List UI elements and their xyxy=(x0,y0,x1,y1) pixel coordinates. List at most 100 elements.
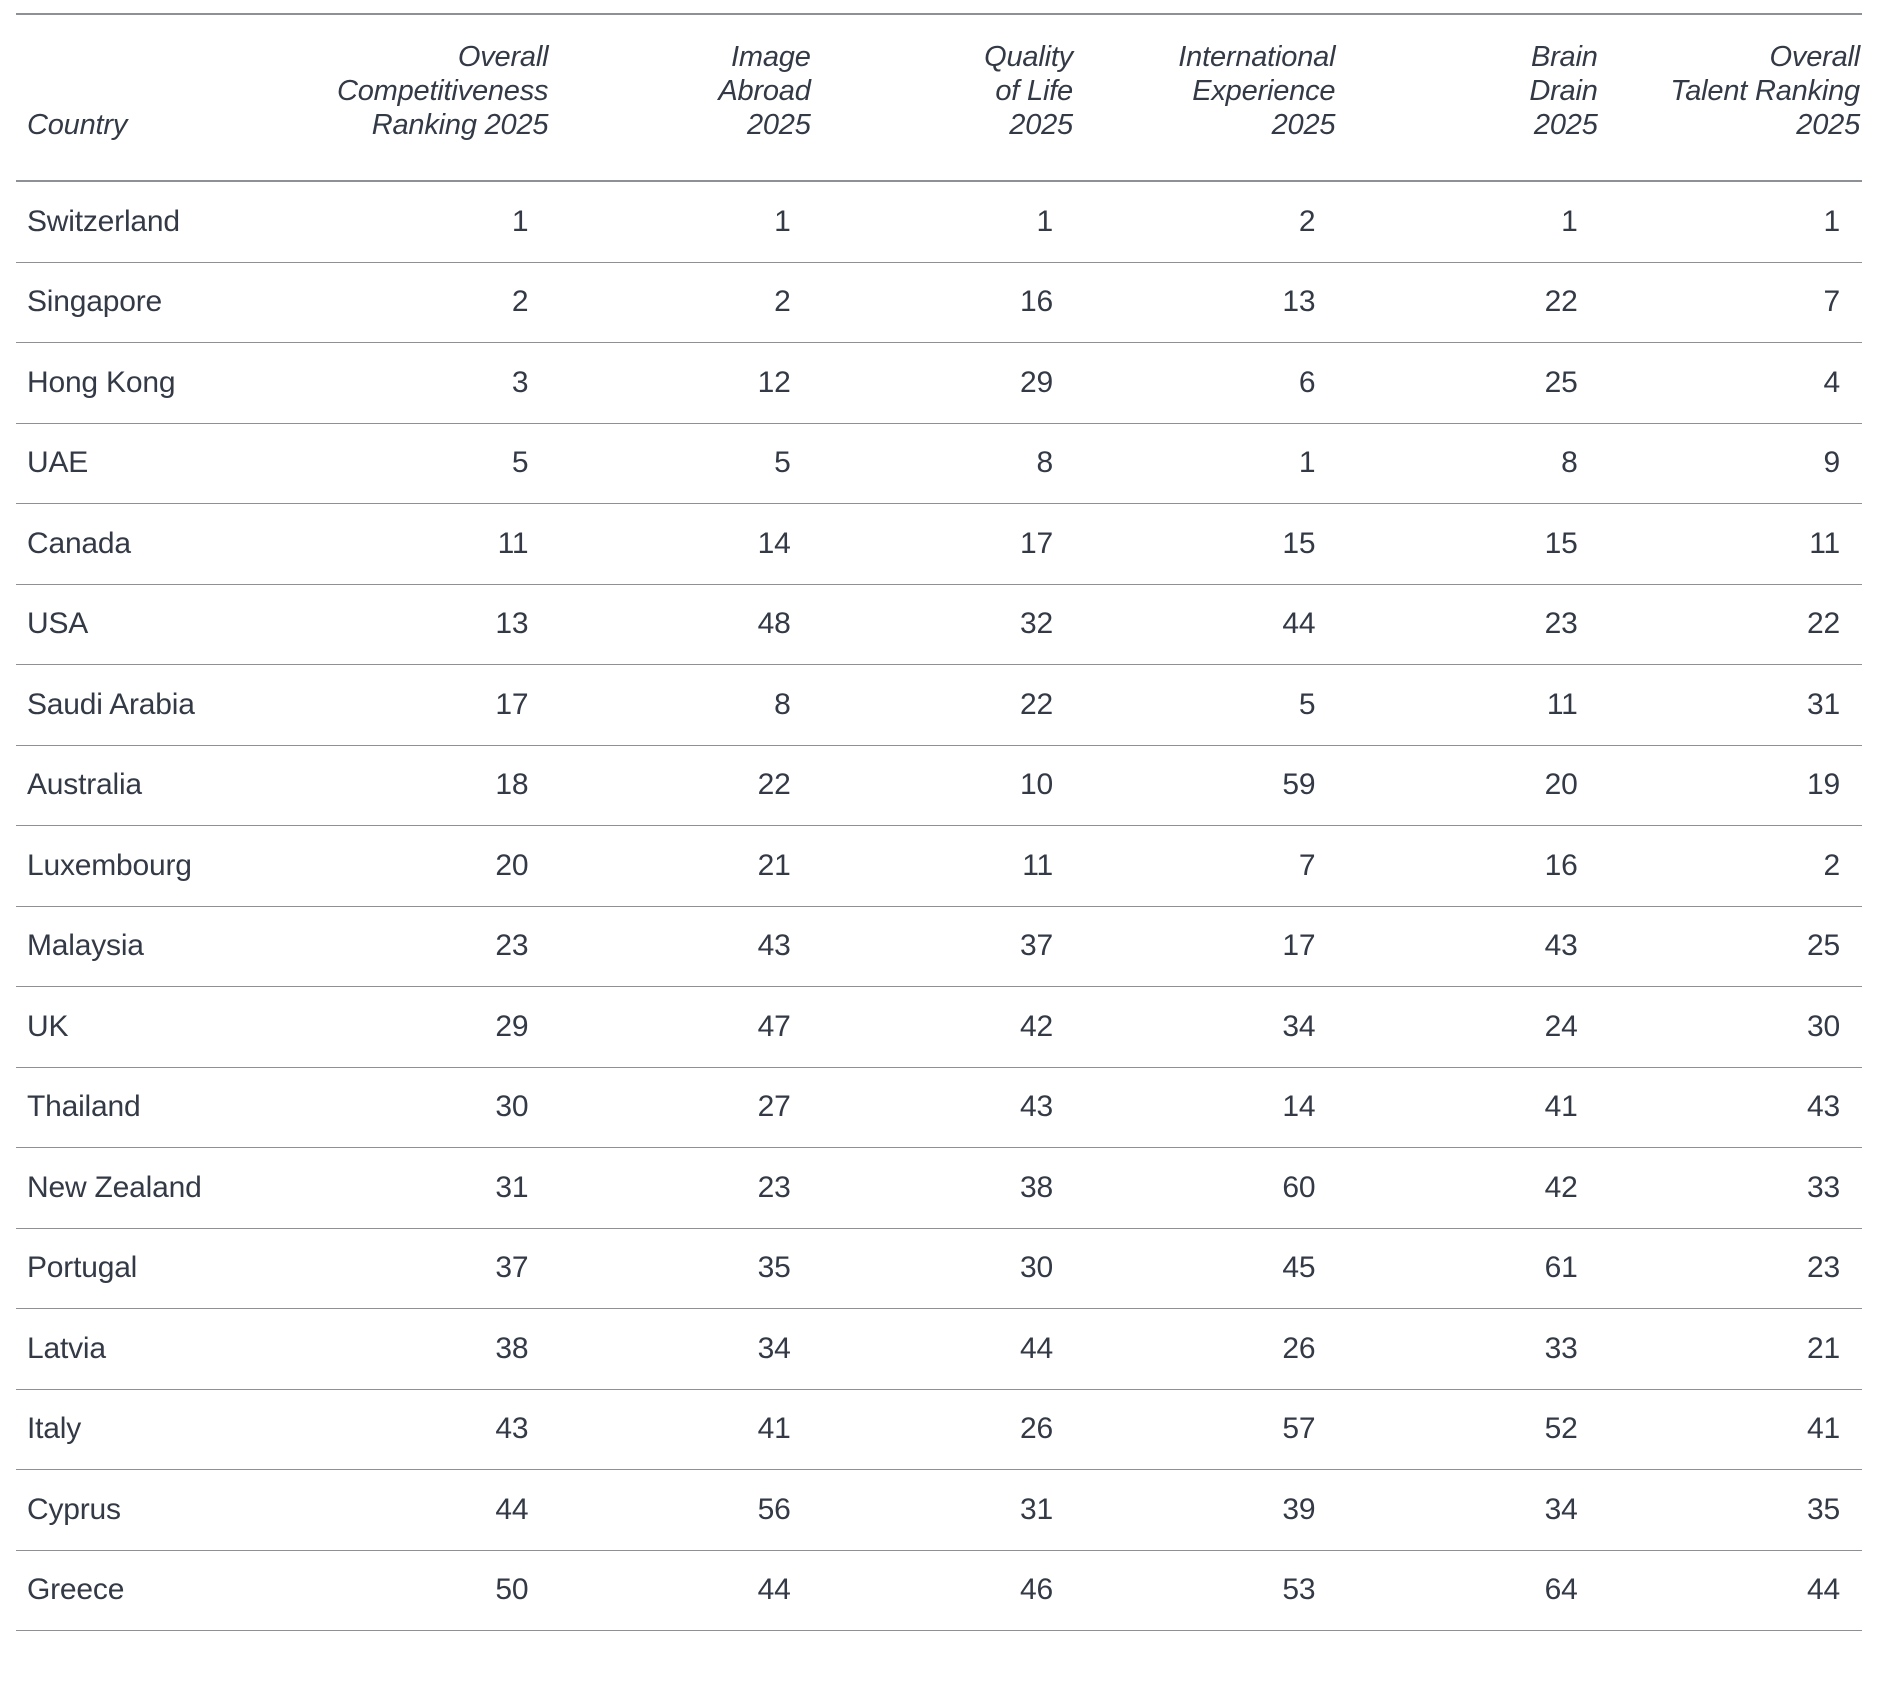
col-header-brain-drain: Brain Drain 2025 xyxy=(1337,14,1600,182)
rank-cell-international-experience: 2 xyxy=(1074,181,1338,263)
rank-cell-international-experience: 53 xyxy=(1074,1550,1338,1631)
rank-cell-overall-competitiveness: 44 xyxy=(288,1469,551,1551)
rank-cell-overall-talent-ranking: 35 xyxy=(1599,1469,1862,1551)
table-row: UK 29 47 42 34 24 30 xyxy=(16,986,1862,1068)
rank-cell-overall-talent-ranking: 30 xyxy=(1599,986,1862,1068)
rank-cell-image-abroad: 44 xyxy=(550,1550,813,1631)
rank-cell-image-abroad: 34 xyxy=(550,1308,813,1390)
rank-cell-quality-of-life: 29 xyxy=(812,342,1075,424)
table-row: Cyprus 44 56 31 39 34 35 xyxy=(16,1469,1862,1551)
rank-cell-overall-competitiveness: 23 xyxy=(288,906,551,987)
country-cell: UAE xyxy=(16,423,288,504)
rank-cell-brain-drain: 41 xyxy=(1337,1067,1600,1148)
country-cell: Italy xyxy=(16,1389,288,1470)
rank-cell-overall-competitiveness: 31 xyxy=(288,1147,551,1229)
table-row: Italy 43 41 26 57 52 41 xyxy=(16,1389,1862,1470)
rank-cell-quality-of-life: 10 xyxy=(812,745,1075,826)
rank-cell-image-abroad: 47 xyxy=(550,986,813,1068)
country-cell: Singapore xyxy=(16,262,288,343)
table-row: Singapore 2 2 16 13 22 7 xyxy=(16,262,1862,343)
rank-cell-overall-talent-ranking: 19 xyxy=(1599,745,1862,826)
table-row: Switzerland 1 1 1 2 1 1 xyxy=(16,181,1862,263)
header-row: Country Overall Competitiveness Ranking … xyxy=(16,14,1862,182)
rank-cell-quality-of-life: 16 xyxy=(812,262,1075,343)
table-row: Saudi Arabia 17 8 22 5 11 31 xyxy=(16,664,1862,746)
table-row: UAE 5 5 8 1 8 9 xyxy=(16,423,1862,504)
rank-cell-image-abroad: 2 xyxy=(550,262,813,343)
rank-cell-international-experience: 57 xyxy=(1074,1389,1338,1470)
rank-cell-image-abroad: 5 xyxy=(550,423,813,504)
col-header-international-experience: International Experience 2025 xyxy=(1074,14,1338,182)
country-cell: Malaysia xyxy=(16,906,288,987)
country-cell: Cyprus xyxy=(16,1469,288,1551)
rank-cell-brain-drain: 61 xyxy=(1337,1228,1600,1309)
table-row: Portugal 37 35 30 45 61 23 xyxy=(16,1228,1862,1309)
col-header-quality-of-life: Quality of Life 2025 xyxy=(812,14,1075,182)
rank-cell-international-experience: 7 xyxy=(1074,825,1338,907)
country-cell: Australia xyxy=(16,745,288,826)
rank-cell-overall-talent-ranking: 4 xyxy=(1599,342,1862,424)
rank-cell-international-experience: 34 xyxy=(1074,986,1338,1068)
rank-cell-quality-of-life: 11 xyxy=(812,825,1075,907)
col-header-country: Country xyxy=(16,14,288,182)
rank-cell-brain-drain: 33 xyxy=(1337,1308,1600,1390)
rank-cell-quality-of-life: 1 xyxy=(812,181,1075,263)
rank-cell-overall-competitiveness: 43 xyxy=(288,1389,551,1470)
country-cell: Thailand xyxy=(16,1067,288,1148)
rank-cell-image-abroad: 41 xyxy=(550,1389,813,1470)
rank-cell-overall-competitiveness: 2 xyxy=(288,262,551,343)
rank-cell-overall-talent-ranking: 1 xyxy=(1599,181,1862,263)
country-cell: Canada xyxy=(16,503,288,585)
rank-cell-brain-drain: 15 xyxy=(1337,503,1600,585)
rank-cell-overall-competitiveness: 5 xyxy=(288,423,551,504)
country-cell: UK xyxy=(16,986,288,1068)
rank-cell-overall-talent-ranking: 9 xyxy=(1599,423,1862,504)
rank-cell-international-experience: 6 xyxy=(1074,342,1338,424)
rank-cell-quality-of-life: 32 xyxy=(812,584,1075,665)
rank-cell-overall-talent-ranking: 2 xyxy=(1599,825,1862,907)
rank-cell-quality-of-life: 17 xyxy=(812,503,1075,585)
table-row: Luxembourg 20 21 11 7 16 2 xyxy=(16,825,1862,907)
table-row: Australia 18 22 10 59 20 19 xyxy=(16,745,1862,826)
table-row: Canada 11 14 17 15 15 11 xyxy=(16,503,1862,585)
rank-cell-image-abroad: 14 xyxy=(550,503,813,585)
rank-cell-quality-of-life: 8 xyxy=(812,423,1075,504)
rank-cell-international-experience: 13 xyxy=(1074,262,1338,343)
talent-ranking-table: Country Overall Competitiveness Ranking … xyxy=(16,13,1862,1631)
rank-cell-brain-drain: 25 xyxy=(1337,342,1600,424)
rank-cell-overall-competitiveness: 29 xyxy=(288,986,551,1068)
rank-cell-quality-of-life: 46 xyxy=(812,1550,1075,1631)
rank-cell-overall-talent-ranking: 22 xyxy=(1599,584,1862,665)
rank-cell-brain-drain: 42 xyxy=(1337,1147,1600,1229)
rank-cell-quality-of-life: 38 xyxy=(812,1147,1075,1229)
rank-cell-quality-of-life: 43 xyxy=(812,1067,1075,1148)
rank-cell-image-abroad: 23 xyxy=(550,1147,813,1229)
rank-cell-international-experience: 1 xyxy=(1074,423,1338,504)
rank-cell-overall-competitiveness: 50 xyxy=(288,1550,551,1631)
col-header-overall-talent-ranking: Overall Talent Ranking 2025 xyxy=(1599,14,1862,182)
rank-cell-overall-competitiveness: 30 xyxy=(288,1067,551,1148)
table-row: Hong Kong 3 12 29 6 25 4 xyxy=(16,342,1862,424)
rank-cell-overall-competitiveness: 3 xyxy=(288,342,551,424)
rank-cell-quality-of-life: 37 xyxy=(812,906,1075,987)
rank-cell-international-experience: 14 xyxy=(1074,1067,1338,1148)
rank-cell-overall-talent-ranking: 44 xyxy=(1599,1550,1862,1631)
rank-cell-overall-competitiveness: 37 xyxy=(288,1228,551,1309)
rank-cell-international-experience: 39 xyxy=(1074,1469,1338,1551)
country-cell: Latvia xyxy=(16,1308,288,1390)
rank-cell-image-abroad: 21 xyxy=(550,825,813,907)
country-cell: Greece xyxy=(16,1550,288,1631)
rank-cell-international-experience: 26 xyxy=(1074,1308,1338,1390)
rank-cell-overall-talent-ranking: 23 xyxy=(1599,1228,1862,1309)
rank-cell-quality-of-life: 22 xyxy=(812,664,1075,746)
country-cell: Switzerland xyxy=(16,181,288,263)
rank-cell-quality-of-life: 26 xyxy=(812,1389,1075,1470)
rank-cell-international-experience: 59 xyxy=(1074,745,1338,826)
rank-cell-international-experience: 44 xyxy=(1074,584,1338,665)
rank-cell-international-experience: 17 xyxy=(1074,906,1338,987)
rank-cell-overall-talent-ranking: 21 xyxy=(1599,1308,1862,1390)
rank-cell-brain-drain: 8 xyxy=(1337,423,1600,504)
country-cell: Luxembourg xyxy=(16,825,288,907)
rank-cell-image-abroad: 43 xyxy=(550,906,813,987)
table-row: New Zealand 31 23 38 60 42 33 xyxy=(16,1147,1862,1229)
